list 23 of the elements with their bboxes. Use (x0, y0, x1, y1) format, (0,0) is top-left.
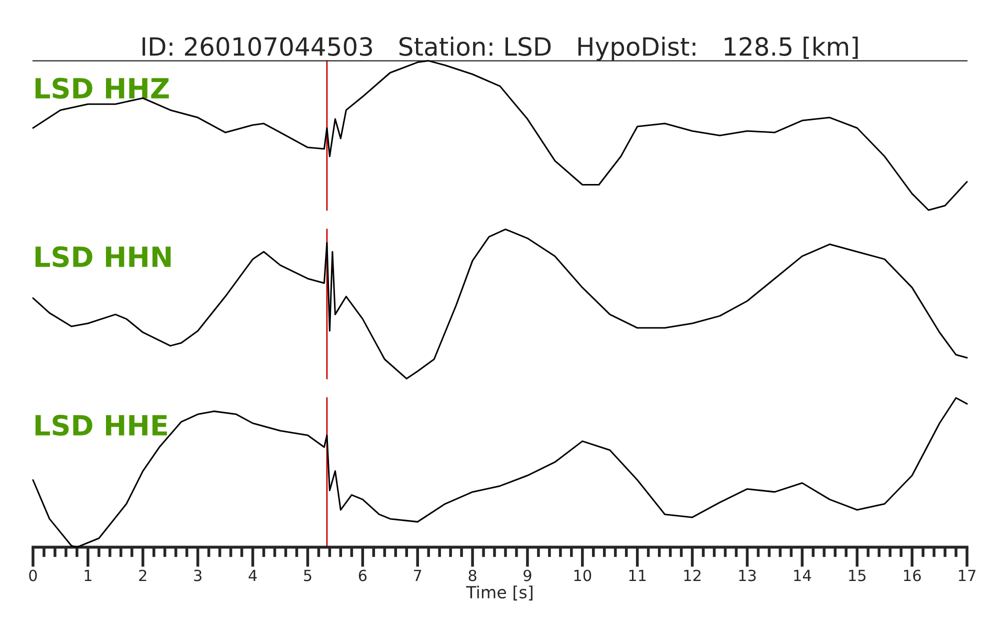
x-tick-label: 11 (629, 570, 646, 582)
series-label: LSD HHZ (36, 78, 169, 99)
x-tick-label: 10 (574, 570, 592, 582)
x-tick-label: 13 (739, 570, 756, 582)
series-label: LSD HHE (36, 414, 167, 436)
x-tick-label: 0 (29, 570, 37, 582)
x-tick-label: 12 (684, 570, 700, 582)
x-tick-label: 4 (248, 570, 257, 582)
x-tick-label: 16 (904, 570, 921, 582)
x-tick-label: 8 (468, 570, 476, 582)
x-tick-label: 6 (358, 570, 367, 582)
x-tick-label: 3 (194, 570, 202, 582)
series-label: LSD HHN (36, 246, 171, 268)
x-tick-label: 14 (794, 570, 812, 582)
chart-title: ID: 260107044503 Station: LSD HypoDist: 128.5 [km] (142, 36, 858, 61)
x-axis-title: Time [s] (466, 586, 532, 600)
x-tick-label: 7 (414, 570, 422, 582)
x-tick-label: 1 (84, 570, 92, 582)
x-tick-label: 5 (304, 570, 312, 582)
x-tick-label: 2 (139, 570, 146, 582)
x-tick-label: 15 (849, 570, 866, 582)
x-tick-label: 9 (524, 570, 532, 582)
x-tick-label: 17 (958, 570, 976, 582)
